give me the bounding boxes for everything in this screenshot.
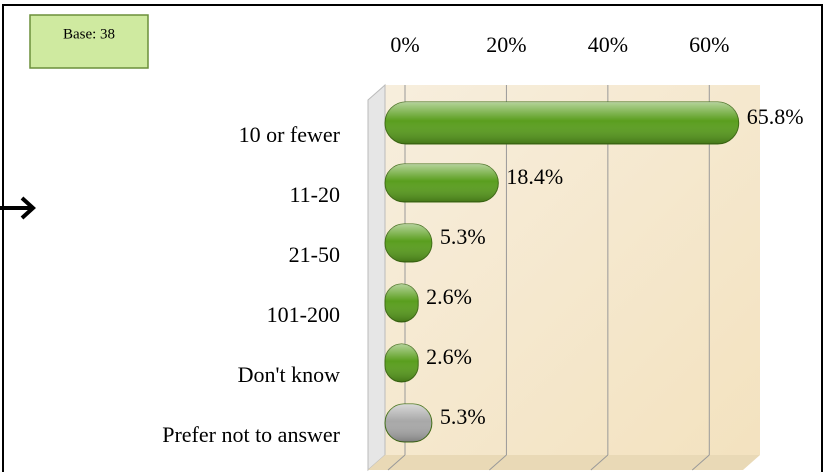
bar-shine [385,284,419,322]
side-wall [367,83,386,472]
arrow [0,196,36,220]
x-tick-label: 0% [390,32,419,57]
base-box [29,14,149,69]
data-label: 2.6% [426,284,472,309]
data-label: 18.4% [506,164,563,189]
grid-line-floor [489,454,507,471]
y-tick-label: Prefer not to answer [162,422,340,447]
grid-line-floor [387,454,406,471]
y-tick-label: 21-50 [289,242,340,267]
data-label: 2.6% [426,344,472,369]
x-tick-label: 60% [689,32,729,57]
y-tick-label: 101-200 [267,302,340,327]
bar-shine [385,404,432,442]
y-tick-label: Don't know [238,362,340,387]
bar-shine [385,164,499,202]
bar-shine [385,102,739,144]
x-tick-label: 40% [588,32,628,57]
y-tick-label: 10 or fewer [239,122,341,147]
grid-line-floor [590,454,609,471]
y-tick-label: 11-20 [289,182,340,207]
floor [368,455,760,470]
base-label: Base: 38 [63,26,115,42]
data-label: 5.3% [440,404,486,429]
grid-line-floor [691,454,710,471]
data-label: 65.8% [747,104,804,129]
data-label: 5.3% [440,224,486,249]
bar-shine [385,344,419,382]
x-tick-label: 20% [486,32,526,57]
bar-shine [385,224,432,262]
